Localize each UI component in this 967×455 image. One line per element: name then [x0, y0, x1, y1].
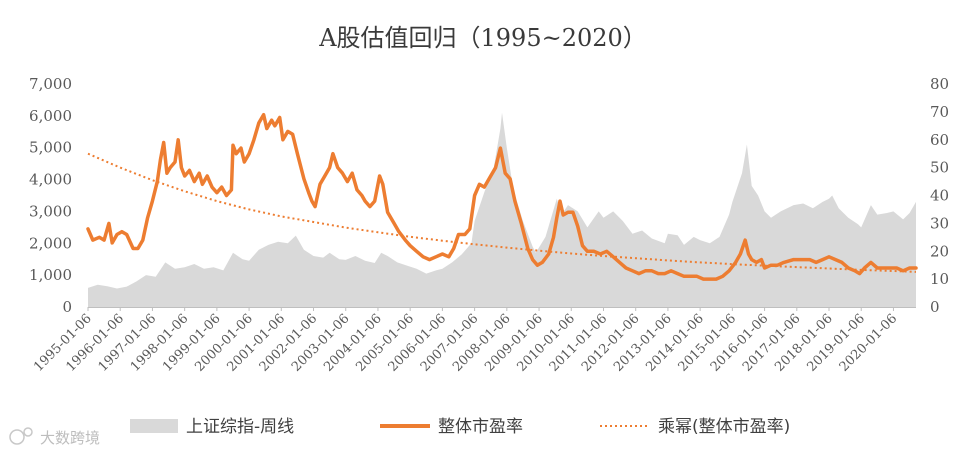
y-right-tick-label: 50 — [930, 159, 949, 177]
y-right-tick-label: 40 — [930, 187, 949, 205]
y-axis-right: 0 10 20 30 40 50 60 70 80 — [930, 75, 949, 316]
y-right-tick-label: 0 — [930, 298, 940, 316]
y-left-tick-label: 7,000 — [29, 75, 72, 93]
chart-title: A股估值回归（1995~2020） — [318, 24, 647, 52]
y-left-tick-label: 1,000 — [29, 266, 72, 284]
y-right-tick-label: 60 — [930, 131, 949, 149]
x-axis: 1995-01-061996-01-061997-01-061998-01-06… — [31, 307, 916, 375]
y-left-tick-label: 4,000 — [29, 171, 72, 189]
legend-label-line: 整体市盈率 — [438, 417, 523, 437]
y-left-tick-label: 6,000 — [29, 107, 72, 125]
legend-label-trend: 乘幂(整体市盈率) — [658, 417, 790, 437]
watermark-text: 大数跨境 — [40, 429, 100, 447]
watermark-logo-dot-icon — [23, 427, 33, 437]
y-axis-left: 0 1,000 2,000 3,000 4,000 5,000 6,000 7,000 — [29, 75, 72, 316]
y-right-tick-label: 30 — [930, 214, 949, 232]
y-left-tick-label: 0 — [62, 298, 72, 316]
legend-label-area: 上证综指-周线 — [186, 417, 294, 437]
y-left-tick-label: 2,000 — [29, 234, 72, 252]
plot-area — [86, 112, 918, 307]
y-right-tick-label: 70 — [930, 103, 949, 121]
y-left-tick-label: 5,000 — [29, 139, 72, 157]
series-area-shcomp — [88, 112, 916, 307]
legend-swatch-area — [130, 419, 178, 433]
watermark-logo-icon — [9, 429, 25, 445]
y-right-tick-label: 10 — [930, 270, 949, 288]
legend: 上证综指-周线 整体市盈率 乘幂(整体市盈率) — [130, 417, 790, 437]
y-right-tick-label: 80 — [930, 75, 949, 93]
y-right-tick-label: 20 — [930, 242, 949, 260]
y-left-tick-label: 3,000 — [29, 202, 72, 220]
watermark: 大数跨境 — [9, 427, 100, 447]
series-trend-pe — [87, 152, 917, 273]
